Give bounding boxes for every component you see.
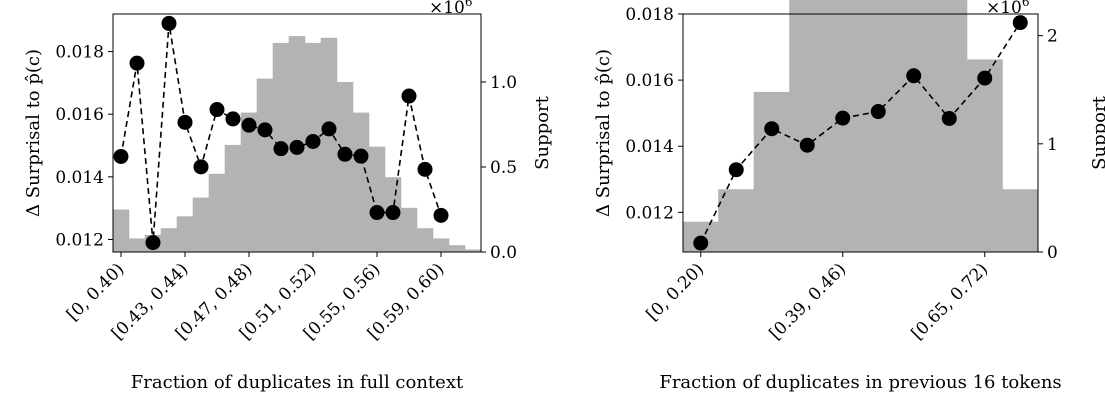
support-bar bbox=[256, 78, 274, 252]
support-bar bbox=[192, 197, 210, 252]
y-tick-label: 0.018 bbox=[625, 5, 674, 25]
surprisal-point bbox=[385, 205, 401, 221]
support-bar bbox=[320, 37, 338, 252]
surprisal-point bbox=[273, 141, 289, 157]
support-bar bbox=[448, 245, 466, 252]
y2-tick-label: 1 bbox=[1047, 135, 1058, 155]
support-bar bbox=[966, 59, 1003, 252]
y2-tick-label: 0.5 bbox=[490, 158, 517, 178]
surprisal-point bbox=[209, 102, 225, 118]
y2-axis-title: Support bbox=[532, 95, 553, 169]
support-bar bbox=[112, 209, 130, 252]
x-tick-label: [0.39, 0.46) bbox=[766, 259, 851, 344]
support-bar bbox=[336, 82, 354, 252]
support-bar bbox=[400, 207, 418, 252]
y-tick-label: 0.016 bbox=[625, 71, 674, 91]
y2-axis-title: Support bbox=[1089, 95, 1105, 169]
support-bar bbox=[208, 173, 226, 252]
surprisal-point bbox=[289, 139, 305, 155]
surprisal-point bbox=[433, 207, 449, 223]
surprisal-point bbox=[728, 162, 744, 178]
support-bar bbox=[416, 228, 434, 252]
y-tick-label: 0.012 bbox=[55, 230, 104, 250]
support-bar bbox=[753, 91, 790, 252]
surprisal-point bbox=[977, 70, 993, 86]
surprisal-point bbox=[799, 137, 815, 153]
surprisal-point bbox=[241, 117, 257, 133]
y2-tick-label: 0 bbox=[1047, 243, 1058, 263]
support-bar bbox=[240, 112, 258, 252]
support-bar bbox=[128, 238, 146, 252]
surprisal-point bbox=[257, 122, 273, 138]
surprisal-point bbox=[113, 148, 129, 164]
support-bar bbox=[789, 0, 826, 253]
surprisal-point bbox=[401, 88, 417, 104]
y2-multiplier-label: ×106 bbox=[986, 0, 1030, 18]
surprisal-point bbox=[693, 235, 709, 251]
y-tick-label: 0.018 bbox=[55, 43, 104, 63]
y-tick-label: 0.014 bbox=[55, 168, 104, 188]
x-tick-label: [0.65, 0.72) bbox=[908, 259, 993, 344]
y2-tick-label: 1.0 bbox=[490, 73, 517, 93]
support-bar bbox=[860, 0, 897, 252]
surprisal-point bbox=[1012, 15, 1028, 31]
y2-multiplier-label: ×106 bbox=[429, 0, 473, 18]
support-bar bbox=[895, 0, 932, 253]
support-bar bbox=[824, 0, 861, 253]
surprisal-point bbox=[305, 133, 321, 149]
support-bar bbox=[464, 249, 482, 252]
y2-tick-label: 0.0 bbox=[490, 243, 517, 263]
surprisal-point bbox=[161, 15, 177, 31]
support-bar bbox=[160, 228, 178, 252]
x-tick-label: [0, 0.40) bbox=[63, 259, 129, 325]
support-bar bbox=[718, 189, 755, 252]
support-bar bbox=[432, 238, 450, 252]
support-bar bbox=[224, 144, 242, 252]
surprisal-point bbox=[417, 161, 433, 177]
x-tick-label: [0, 0.20) bbox=[643, 259, 709, 325]
y-axis-title: Δ Surprisal to p̂(c) bbox=[593, 49, 614, 217]
surprisal-point bbox=[941, 110, 957, 126]
y-tick-label: 0.012 bbox=[625, 203, 674, 223]
right-chart-panel: 0.012 0.014 0.016 0.018 0 1 2 [0, 0.20) [0.39, 0… bbox=[593, 0, 1105, 393]
support-bar bbox=[931, 0, 968, 252]
surprisal-point bbox=[145, 235, 161, 251]
support-bar bbox=[1002, 189, 1039, 252]
surprisal-point bbox=[353, 148, 369, 164]
axes-frame bbox=[682, 13, 1039, 253]
support-bar bbox=[368, 146, 386, 252]
y-tick-label: 0.016 bbox=[55, 105, 104, 125]
surprisal-point bbox=[764, 121, 780, 137]
surprisal-point bbox=[835, 110, 851, 126]
y-tick-label: 0.014 bbox=[625, 137, 674, 157]
surprisal-point bbox=[193, 159, 209, 175]
x-axis-title: Fraction of duplicates in full context bbox=[131, 372, 464, 393]
axes-frame bbox=[112, 13, 482, 253]
x-axis-title: Fraction of duplicates in previous 16 to… bbox=[659, 372, 1061, 393]
support-bar bbox=[176, 216, 194, 252]
surprisal-point bbox=[870, 104, 886, 120]
surprisal-point bbox=[225, 111, 241, 127]
surprisal-point bbox=[321, 121, 337, 137]
support-bar bbox=[352, 112, 370, 252]
surprisal-point bbox=[906, 68, 922, 84]
surprisal-point bbox=[369, 205, 385, 221]
surprisal-point bbox=[337, 146, 353, 162]
surprisal-point bbox=[129, 55, 145, 71]
y-axis-title: Δ Surprisal to p̂(c) bbox=[23, 49, 44, 217]
surprisal-point bbox=[177, 114, 193, 130]
y2-tick-label: 2 bbox=[1047, 27, 1058, 47]
